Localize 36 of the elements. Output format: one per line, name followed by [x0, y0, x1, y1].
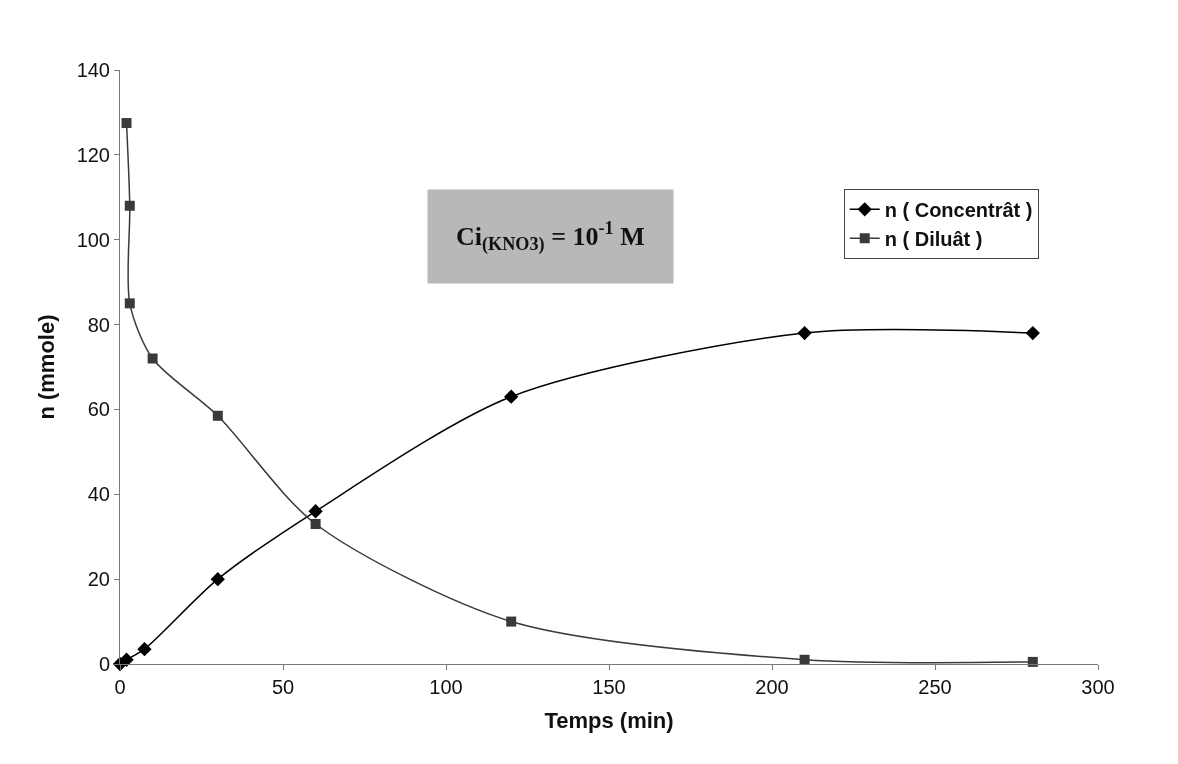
point	[212, 410, 223, 421]
y-tick-label: 80	[87, 313, 110, 336]
y-tick-label: 120	[76, 143, 110, 166]
y-tick-label: 140	[76, 59, 110, 81]
point	[797, 325, 812, 341]
y-tick-label: 0	[98, 653, 110, 675]
point	[1027, 656, 1038, 667]
y-tick-label: 60	[87, 398, 110, 421]
point	[137, 642, 152, 657]
x-tick-label: 250	[918, 676, 952, 698]
point	[119, 652, 134, 667]
y-tick-label: 40	[87, 483, 110, 506]
point	[210, 571, 225, 587]
point	[799, 654, 810, 665]
legend-label: n ( Diluât )	[884, 228, 983, 251]
y-tick-label: 100	[76, 228, 110, 251]
x-tick-label: 50	[271, 676, 295, 698]
point	[504, 389, 519, 404]
point	[310, 518, 321, 529]
annotation: Ci$_{(KNO3)}$ = 10$^{-1}$ M	[456, 218, 645, 256]
x-tick-label: 300	[1081, 676, 1115, 698]
x-tick-label: 0	[114, 676, 126, 698]
x-tick-label: 200	[755, 676, 789, 698]
x-axis-title: Temps (min)	[544, 707, 674, 733]
point	[124, 298, 135, 309]
x-tick-label: 150	[592, 676, 626, 698]
point	[147, 353, 158, 364]
x-tick-label: 100	[429, 676, 463, 698]
y-tick-label: 20	[87, 568, 110, 591]
point	[308, 504, 323, 519]
y-axis-title: n (mmole)	[34, 314, 60, 420]
point	[121, 118, 132, 129]
point	[1025, 325, 1040, 341]
point	[506, 616, 517, 627]
legend-label: n ( Concentrât )	[884, 199, 1033, 222]
point	[124, 200, 135, 211]
